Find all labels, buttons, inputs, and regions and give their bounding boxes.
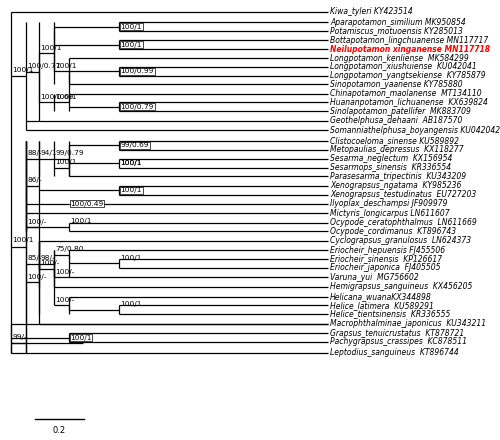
Text: 100/-: 100/-: [55, 297, 74, 303]
Text: 100/0.79: 100/0.79: [120, 104, 154, 110]
Text: Helice_latimera  KU589291: Helice_latimera KU589291: [330, 301, 434, 310]
Text: Helice_tientsinensis  KR336555: Helice_tientsinensis KR336555: [330, 309, 450, 319]
Text: 99/-: 99/-: [12, 334, 27, 341]
Text: Leptodius_sanguineus  KT896744: Leptodius_sanguineus KT896744: [330, 348, 459, 357]
Text: 100/1: 100/1: [55, 63, 76, 69]
Text: 100/0.49: 100/0.49: [70, 201, 103, 207]
Text: Chinapotamon_maolanense  MT134110: Chinapotamon_maolanense MT134110: [330, 89, 482, 98]
Text: 100/1: 100/1: [120, 42, 142, 48]
Text: 85/-: 85/-: [27, 255, 42, 261]
Text: 100/1: 100/1: [55, 159, 76, 165]
Text: Metopaulias_depressus  KX118277: Metopaulias_depressus KX118277: [330, 145, 464, 154]
Text: Mictyris_longicarpus LN611607: Mictyris_longicarpus LN611607: [330, 209, 450, 217]
Text: 100/-: 100/-: [55, 269, 74, 275]
Text: 0.2: 0.2: [52, 426, 66, 435]
Text: 100/1: 100/1: [12, 238, 34, 243]
Text: Pachygrapsus_crassipes  KC878511: Pachygrapsus_crassipes KC878511: [330, 337, 467, 346]
Text: Xenograpsus_ngatama  KY985236: Xenograpsus_ngatama KY985236: [330, 181, 462, 191]
Text: Grapsus_tenuicrustatus  KT878721: Grapsus_tenuicrustatus KT878721: [330, 329, 464, 338]
Text: Sinopotamon_yaanense KY785880: Sinopotamon_yaanense KY785880: [330, 80, 463, 89]
Text: 100/-: 100/-: [27, 274, 46, 280]
Text: Ocypode_ceratophthalmus  LN611669: Ocypode_ceratophthalmus LN611669: [330, 218, 477, 227]
Text: Sesarmops_sinensis  KR336554: Sesarmops_sinensis KR336554: [330, 163, 452, 172]
Text: 75/0.80: 75/0.80: [55, 246, 84, 252]
Text: 98/-: 98/-: [40, 255, 55, 261]
Text: Xenograpsus_testudinatus  EU727203: Xenograpsus_testudinatus EU727203: [330, 190, 476, 199]
Text: 100/1: 100/1: [70, 334, 92, 341]
Text: Aparapotamon_similium MK950854: Aparapotamon_similium MK950854: [330, 18, 466, 27]
Text: 100/0.77: 100/0.77: [27, 63, 60, 69]
Text: Parasesarma_tripectinis  KU343209: Parasesarma_tripectinis KU343209: [330, 172, 466, 181]
Text: Varuna_yui  MG756602: Varuna_yui MG756602: [330, 273, 419, 282]
Text: 100/0.69: 100/0.69: [40, 94, 74, 100]
Text: Clistocoeloma_sinense KU589892: Clistocoeloma_sinense KU589892: [330, 136, 459, 145]
Text: Longpotamon_yangtsekiense  KY785879: Longpotamon_yangtsekiense KY785879: [330, 71, 486, 80]
Text: 100/0.99: 100/0.99: [120, 68, 154, 74]
Text: 100/1: 100/1: [120, 24, 142, 30]
Text: 100/-: 100/-: [40, 260, 60, 266]
Text: 100/1: 100/1: [120, 160, 142, 166]
Text: 100/1: 100/1: [120, 160, 142, 166]
Text: Ocypode_cordimanus  KT896743: Ocypode_cordimanus KT896743: [330, 227, 456, 236]
Text: 88/-: 88/-: [27, 150, 42, 156]
Text: Neilupotamon xinganense MN117718: Neilupotamon xinganense MN117718: [330, 44, 490, 54]
Text: Eriocheir_hepuensis FJ455506: Eriocheir_hepuensis FJ455506: [330, 246, 446, 255]
Text: 100/1: 100/1: [12, 67, 34, 73]
Text: Sinolapotamon_patellifer  MK883709: Sinolapotamon_patellifer MK883709: [330, 106, 471, 116]
Text: 99/0.69: 99/0.69: [120, 142, 149, 148]
Text: 100/1: 100/1: [120, 187, 142, 193]
Text: Ilyoplax_deschampsi JF909979: Ilyoplax_deschampsi JF909979: [330, 199, 448, 208]
Text: 100/-: 100/-: [27, 219, 46, 225]
Text: 100/1: 100/1: [70, 218, 92, 224]
Text: Eriocheir_japonica  FJ405505: Eriocheir_japonica FJ405505: [330, 263, 440, 272]
Text: 100/1: 100/1: [40, 45, 62, 51]
Text: 100/1: 100/1: [120, 255, 142, 260]
Text: Kiwa_tyleri KY423514: Kiwa_tyleri KY423514: [330, 7, 413, 16]
Text: Cyclograpsus_granulosus  LN624373: Cyclograpsus_granulosus LN624373: [330, 236, 472, 246]
Text: Potamiscus_motuoensis KY285013: Potamiscus_motuoensis KY285013: [330, 26, 463, 36]
Text: Huananpotamon_lichuanense  KX639824: Huananpotamon_lichuanense KX639824: [330, 98, 488, 107]
Text: Geothelphusa_dehaani  AB187570: Geothelphusa_dehaani AB187570: [330, 116, 462, 125]
Text: 100/1: 100/1: [120, 301, 142, 307]
Text: Hemigrapsus_sanguineus  KX456205: Hemigrapsus_sanguineus KX456205: [330, 282, 472, 291]
Text: Longpotamon_kenliense  MK584299: Longpotamon_kenliense MK584299: [330, 54, 469, 63]
Text: 94/1: 94/1: [40, 150, 57, 156]
Text: Somanniathelphusa_boyangensis KU042042: Somanniathelphusa_boyangensis KU042042: [330, 126, 500, 135]
Text: 100/1: 100/1: [55, 94, 76, 100]
Text: 99/0.79: 99/0.79: [55, 150, 84, 156]
Text: Longpotamon_xiushuiense  KU042041: Longpotamon_xiushuiense KU042041: [330, 62, 477, 71]
Text: 86/-: 86/-: [27, 177, 42, 183]
Text: Bottapotamon_lingchuanense MN117717: Bottapotamon_lingchuanense MN117717: [330, 36, 488, 45]
Text: Sesarma_neglectum  KX156954: Sesarma_neglectum KX156954: [330, 154, 452, 163]
Text: Macrophthalminae_japonicus  KU343211: Macrophthalminae_japonicus KU343211: [330, 319, 486, 328]
Text: Helicana_wuanaKX344898: Helicana_wuanaKX344898: [330, 292, 432, 301]
Text: Eriocheir_sinensis  KP126617: Eriocheir_sinensis KP126617: [330, 254, 442, 264]
